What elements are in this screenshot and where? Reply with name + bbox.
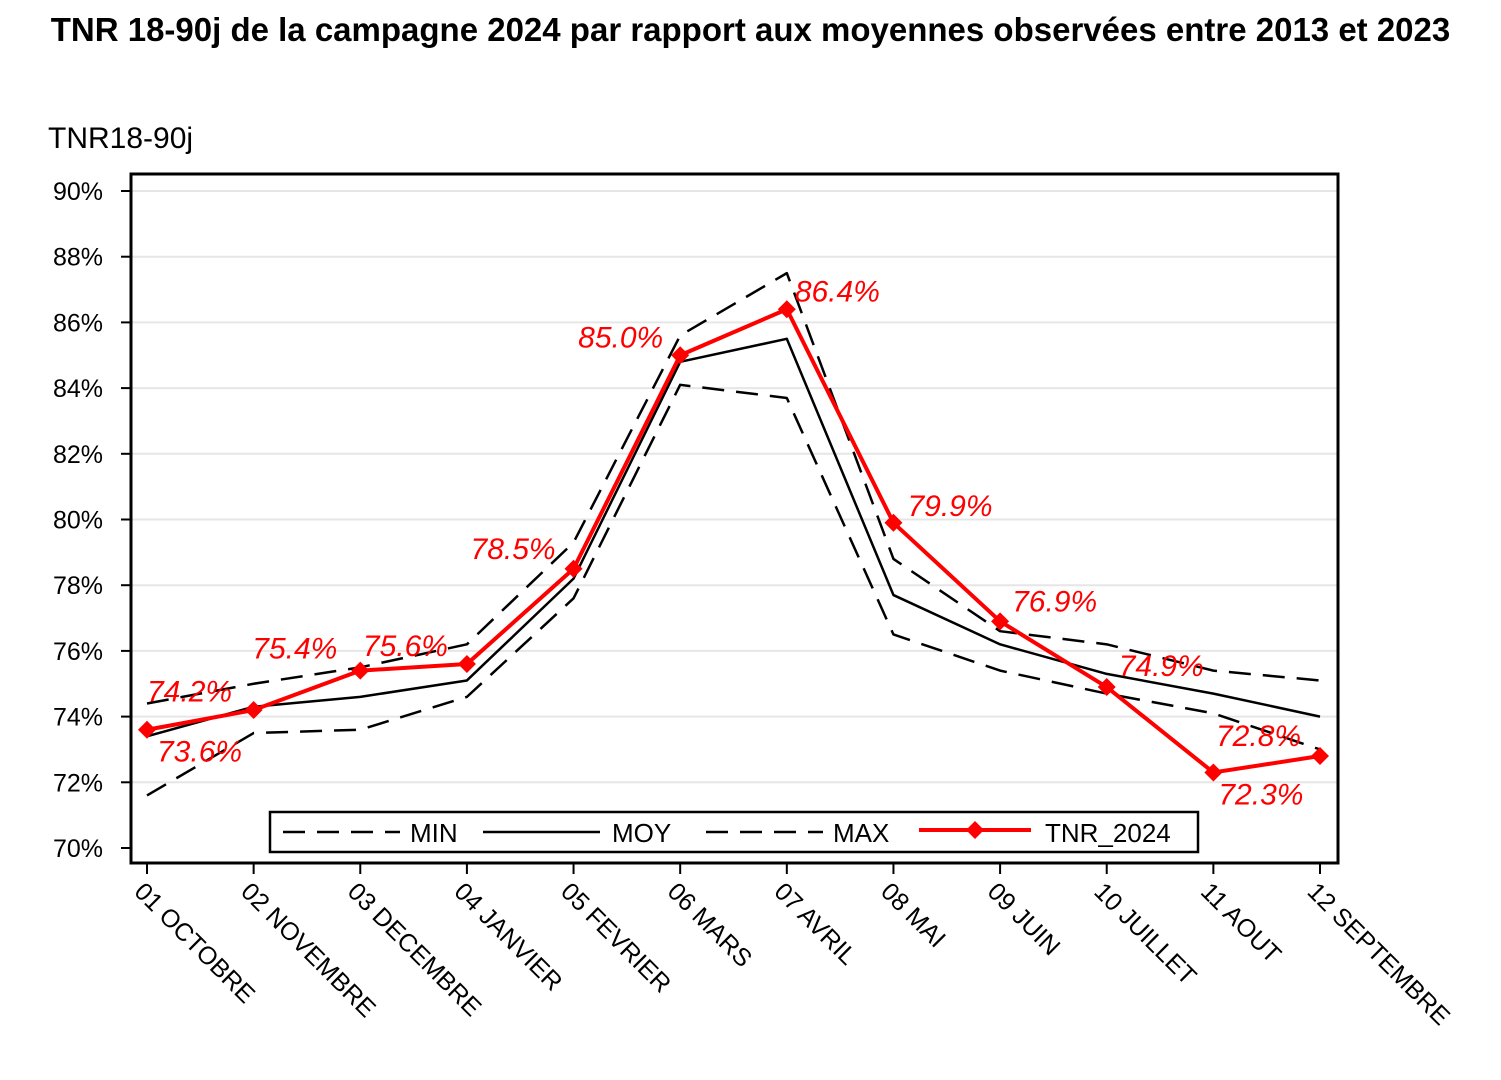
- chart-title: TNR 18-90j de la campagne 2024 par rappo…: [50, 11, 1451, 48]
- data-marker: [564, 559, 583, 578]
- gridlines: [131, 190, 1338, 784]
- x-tick-label: 12 SEPTEMBRE: [1302, 877, 1455, 1030]
- y-tick-label: 86%: [53, 309, 103, 337]
- data-label: 79.9%: [907, 490, 992, 523]
- series-line-tnr_2024: [146, 307, 1321, 775]
- data-label: 75.4%: [252, 633, 337, 666]
- series-line-moy: [146, 337, 1321, 738]
- x-tick-label: 10 JUILLET: [1088, 877, 1201, 990]
- y-tick-label: 80%: [53, 507, 103, 535]
- y-tick-label: 76%: [53, 638, 103, 666]
- x-tick-label: 11 AOUT: [1195, 877, 1286, 968]
- data-marker: [1097, 678, 1116, 697]
- data-label: 73.6%: [157, 736, 242, 769]
- y-tick-label: 78%: [53, 572, 103, 600]
- data-label: 75.6%: [363, 630, 448, 663]
- x-tick-label: 06 MARS: [662, 877, 757, 972]
- y-tick-label: 72%: [53, 769, 103, 797]
- data-marker: [138, 720, 156, 739]
- legend: MIN MOY MAX TNR_2024: [268, 810, 1200, 854]
- y-tick-label: 82%: [53, 441, 103, 469]
- data-marker: [671, 346, 690, 365]
- x-tick-label: 05 FEVRIER: [555, 877, 676, 998]
- data-marker: [777, 300, 796, 319]
- y-tick-label: 90%: [53, 178, 103, 206]
- legend-min-label: MIN: [410, 818, 458, 848]
- series-line-max: [146, 271, 1321, 705]
- series-lines: [146, 271, 1321, 797]
- data-marker: [457, 655, 476, 674]
- data-marker: [244, 701, 263, 720]
- y-tick-label: 74%: [53, 704, 103, 732]
- legend-tnr-marker: [966, 821, 984, 839]
- y-tick-label: 88%: [53, 244, 103, 272]
- legend-max-label: MAX: [833, 818, 889, 848]
- data-label: 72.3%: [1218, 778, 1303, 811]
- data-label: 74.2%: [147, 676, 232, 709]
- data-marker: [351, 661, 370, 680]
- data-label: 86.4%: [795, 275, 880, 308]
- series-line-min: [146, 383, 1321, 797]
- series-markers: [138, 300, 1329, 782]
- legend-box: [268, 810, 1200, 854]
- x-tick-label: 07 AVRIL: [769, 877, 862, 970]
- y-axis-label: TNR18-90j: [48, 122, 193, 155]
- data-label: 76.9%: [1012, 585, 1097, 618]
- y-tick-label: 70%: [53, 835, 103, 863]
- data-label: 78.5%: [471, 533, 556, 566]
- data-label: 72.8%: [1216, 720, 1301, 753]
- x-tick-label: 08 MAI: [875, 877, 951, 953]
- data-label: 85.0%: [578, 321, 663, 354]
- data-marker: [884, 513, 903, 532]
- x-tick-label: 04 JANVIER: [449, 877, 568, 996]
- y-tick-label: 84%: [53, 375, 103, 403]
- data-labels: 74.2% 73.6% 75.4% 75.6% 78.5% 85.0% 86.4% 79.9%…: [147, 275, 1303, 811]
- data-marker: [1311, 747, 1329, 766]
- y-axis: 70% 72% 74% 76% 78% 80% 82% 84% 86% 88% 90%: [53, 178, 131, 863]
- data-marker: [1204, 763, 1223, 782]
- data-label: 74.9%: [1119, 650, 1204, 683]
- x-tick-label: 09 JUIN: [982, 877, 1066, 961]
- legend-tnr-label: TNR_2024: [1045, 818, 1171, 848]
- legend-moy-label: MOY: [612, 818, 671, 848]
- data-marker: [991, 612, 1010, 631]
